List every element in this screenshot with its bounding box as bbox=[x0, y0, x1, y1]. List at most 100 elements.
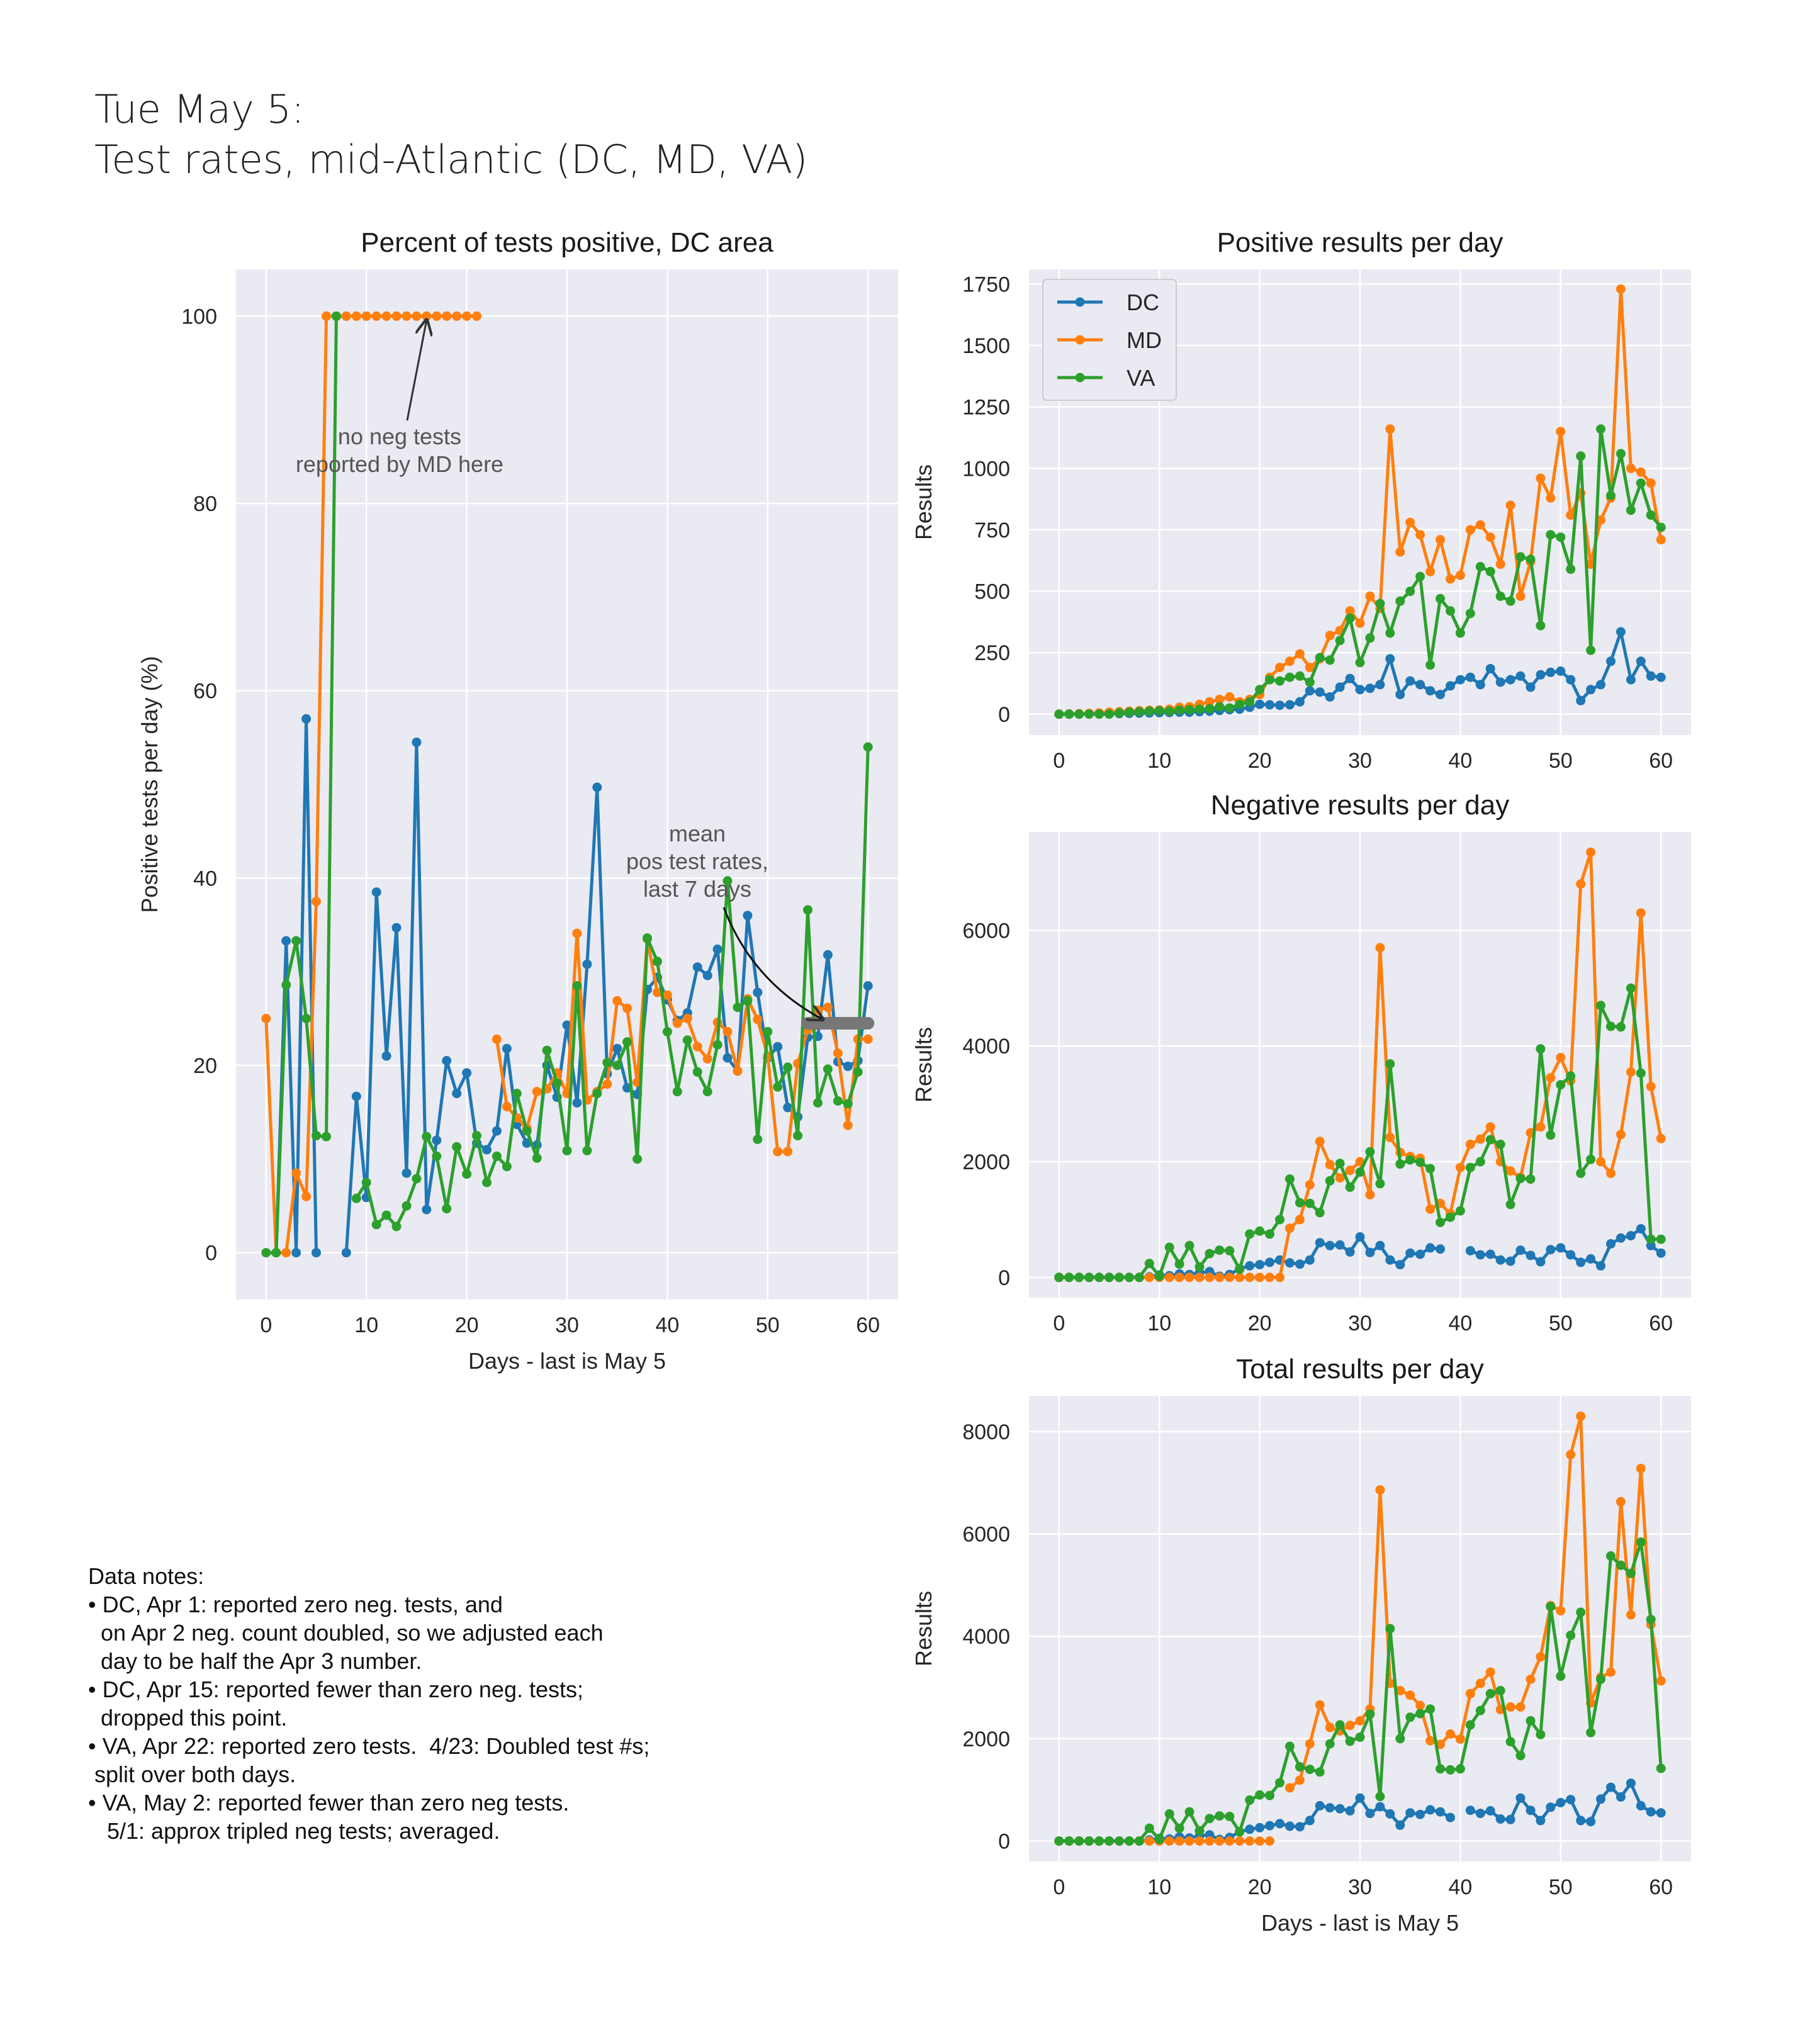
neg-point-va bbox=[1556, 1080, 1566, 1090]
pct-point-dc bbox=[562, 1020, 572, 1030]
pos-point-va bbox=[1235, 699, 1245, 709]
percent-positive-series bbox=[261, 311, 873, 1258]
pos-point-va bbox=[1586, 645, 1596, 655]
pos-point-va bbox=[1385, 628, 1395, 638]
neg-point-va bbox=[1436, 1218, 1445, 1227]
tot-x-tick-label: 20 bbox=[1248, 1875, 1272, 1899]
annotation-no-neg-line-1: no neg tests bbox=[338, 424, 461, 449]
pos-point-va bbox=[1104, 709, 1114, 719]
pct-point-va bbox=[361, 1177, 371, 1188]
tot-point-va bbox=[1124, 1836, 1134, 1846]
tot-point-dc bbox=[1335, 1804, 1345, 1814]
neg-point-va bbox=[1405, 1155, 1415, 1165]
pct-point-md bbox=[702, 1054, 712, 1064]
pct-x-tick-label: 10 bbox=[354, 1313, 378, 1337]
pct-point-md bbox=[462, 311, 472, 321]
tot-point-va bbox=[1134, 1836, 1144, 1846]
pos-point-dc bbox=[1475, 680, 1485, 690]
annotation-no-neg-tests: no neg tests reported by MD here bbox=[296, 320, 503, 477]
tot-point-md bbox=[1616, 1496, 1626, 1507]
pct-point-md bbox=[612, 996, 622, 1006]
pos-point-md bbox=[1536, 473, 1546, 483]
neg-y-tick-label: 2000 bbox=[962, 1150, 1010, 1174]
tot-point-dc bbox=[1446, 1812, 1455, 1822]
neg-point-dc bbox=[1355, 1232, 1365, 1242]
pct-point-va bbox=[271, 1248, 281, 1258]
positive-results-tick-labels: 0 10 20 30 40 50 60 0 250 500 750 1000 1250 1500 1750 bbox=[962, 272, 1673, 773]
pct-point-va bbox=[492, 1151, 502, 1161]
neg-point-dc bbox=[1636, 1224, 1646, 1234]
legend-marker-md bbox=[1075, 335, 1085, 345]
pct-point-md bbox=[442, 311, 452, 321]
tot-point-va bbox=[1054, 1836, 1064, 1846]
pct-point-va bbox=[813, 1098, 823, 1108]
tot-point-dc bbox=[1515, 1793, 1526, 1803]
tot-point-va bbox=[1395, 1734, 1405, 1744]
pct-point-md bbox=[672, 1018, 682, 1028]
pos-point-md bbox=[1225, 692, 1235, 702]
pct-point-va bbox=[783, 1062, 793, 1072]
pct-point-dc bbox=[743, 911, 753, 921]
tot-point-md bbox=[1345, 1721, 1355, 1731]
negative-results-gridlines bbox=[1029, 832, 1691, 1298]
pct-point-md bbox=[371, 311, 381, 321]
neg-point-md bbox=[1365, 1189, 1375, 1199]
neg-point-dc bbox=[1576, 1257, 1586, 1267]
annotation-mean-arrow bbox=[722, 907, 823, 1019]
neg-point-va bbox=[1124, 1272, 1134, 1283]
neg-point-md bbox=[1475, 1134, 1485, 1144]
pos-point-dc bbox=[1546, 667, 1556, 677]
positive-results-series bbox=[1054, 284, 1666, 719]
neg-point-md bbox=[1325, 1160, 1335, 1170]
pct-point-dc bbox=[692, 962, 702, 972]
tot-point-va bbox=[1656, 1763, 1666, 1773]
pos-point-md bbox=[1275, 663, 1284, 673]
legend: DC MD VA bbox=[1042, 279, 1177, 401]
tot-point-md bbox=[1405, 1690, 1415, 1700]
pos-x-tick-label: 40 bbox=[1448, 749, 1472, 773]
neg-point-va bbox=[1094, 1272, 1104, 1283]
tot-point-md bbox=[1446, 1729, 1455, 1739]
tot-point-dc bbox=[1405, 1808, 1415, 1818]
pos-point-dc bbox=[1345, 673, 1355, 683]
pct-point-va bbox=[712, 1040, 722, 1050]
tot-x-tick-label: 30 bbox=[1348, 1875, 1372, 1899]
pos-point-dc bbox=[1405, 676, 1415, 686]
pct-point-md bbox=[322, 311, 331, 321]
pct-point-md bbox=[753, 1014, 763, 1025]
pct-point-md bbox=[502, 1101, 512, 1111]
neg-point-va bbox=[1144, 1259, 1154, 1269]
pct-point-md bbox=[281, 1248, 291, 1258]
tot-point-md bbox=[1636, 1464, 1646, 1473]
pct-point-md bbox=[422, 311, 432, 321]
pos-point-va bbox=[1606, 490, 1616, 500]
pct-point-va bbox=[612, 1060, 622, 1070]
pos-point-dc bbox=[1446, 681, 1455, 691]
neg-point-va bbox=[1626, 983, 1636, 993]
pos-point-va bbox=[1536, 620, 1546, 631]
tot-point-va bbox=[1566, 1631, 1576, 1641]
pct-point-va bbox=[351, 1193, 361, 1203]
neg-point-va bbox=[1385, 1059, 1395, 1069]
pct-point-md bbox=[682, 1014, 692, 1023]
tot-point-md bbox=[1305, 1739, 1315, 1749]
pos-point-md bbox=[1205, 697, 1215, 707]
pos-point-dc bbox=[1495, 677, 1505, 687]
pos-point-md bbox=[1485, 532, 1495, 542]
neg-point-dc bbox=[1515, 1245, 1526, 1255]
percent-positive-title: Percent of tests positive, DC area bbox=[361, 227, 773, 258]
neg-point-dc bbox=[1556, 1243, 1566, 1253]
total-results-chart: 0 10 20 30 40 50 60 0 2000 4000 6000 8000 Total res… bbox=[911, 1354, 1691, 1936]
pos-point-va bbox=[1154, 705, 1164, 716]
tot-x-tick-label: 10 bbox=[1147, 1875, 1171, 1899]
tot-point-va bbox=[1225, 1811, 1235, 1821]
neg-point-dc bbox=[1375, 1240, 1385, 1250]
pct-point-md bbox=[572, 928, 582, 938]
neg-point-va bbox=[1596, 1001, 1605, 1011]
pct-point-va bbox=[331, 311, 341, 321]
pos-point-va bbox=[1335, 636, 1345, 646]
pos-point-va bbox=[1626, 505, 1636, 515]
pct-point-md bbox=[692, 1042, 702, 1052]
tot-point-va bbox=[1094, 1836, 1104, 1846]
pct-point-va bbox=[793, 1131, 803, 1141]
